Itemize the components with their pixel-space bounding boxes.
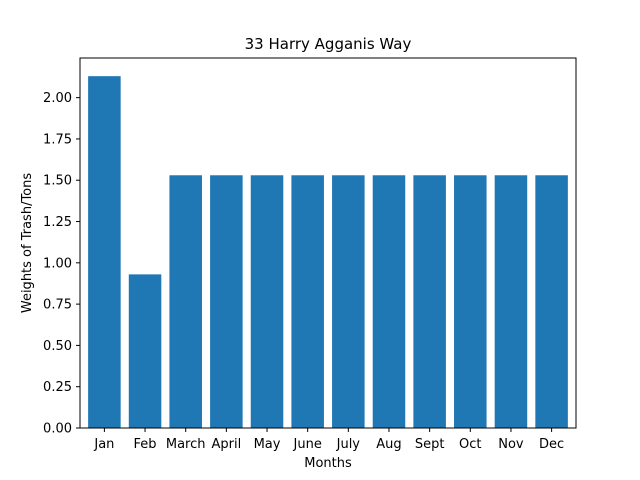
- bar-march: [169, 175, 202, 428]
- bars-group: [88, 76, 568, 429]
- y-tick-label: 1.00: [43, 256, 72, 271]
- x-tick-label: Jan: [93, 437, 114, 452]
- bar-june: [291, 175, 324, 428]
- bar-sept: [413, 175, 446, 428]
- x-tick-label: Dec: [539, 437, 564, 452]
- y-tick-label: 0.50: [43, 339, 72, 354]
- x-axis: Jan Feb March April May June July Aug Sept Oct Nov…: [93, 428, 564, 452]
- x-tick-label: June: [293, 437, 322, 452]
- bar-feb: [128, 274, 162, 428]
- y-tick-label: 1.75: [43, 132, 72, 147]
- y-axis-label: Weights of Trash/Tons: [20, 173, 35, 314]
- plot-frame: [79, 57, 577, 429]
- bar-april: [210, 175, 243, 428]
- y-tick-label: 0.75: [43, 298, 72, 313]
- x-tick-label: April: [212, 437, 242, 452]
- x-tick-label: Sept: [415, 437, 445, 452]
- y-axis: 0.00 0.25 0.50 0.75 1.00 1.25 1.50 1.75 2.00: [43, 91, 80, 437]
- x-tick-label: March: [166, 437, 206, 452]
- chart-title: 33 Harry Agganis Way: [245, 35, 412, 53]
- bar-nov: [494, 175, 528, 428]
- bar-dec: [535, 175, 568, 428]
- x-tick-label: Aug: [376, 437, 401, 452]
- x-tick-label: July: [336, 437, 361, 452]
- bar-may: [250, 175, 284, 428]
- x-tick-label: Feb: [134, 437, 157, 452]
- bar-oct: [454, 175, 487, 428]
- x-axis-label: Months: [304, 456, 352, 471]
- bar-jan: [88, 76, 121, 429]
- y-tick-label: 2.00: [43, 91, 72, 106]
- bar-july: [332, 175, 365, 428]
- x-tick-label: Nov: [498, 437, 524, 452]
- y-tick-label: 1.50: [43, 174, 72, 189]
- bar-aug: [372, 175, 406, 428]
- y-tick-label: 0.00: [43, 422, 72, 437]
- x-tick-label: May: [254, 437, 281, 452]
- x-tick-label: Oct: [459, 437, 481, 452]
- y-tick-label: 1.25: [43, 215, 72, 230]
- y-tick-label: 0.25: [43, 380, 72, 395]
